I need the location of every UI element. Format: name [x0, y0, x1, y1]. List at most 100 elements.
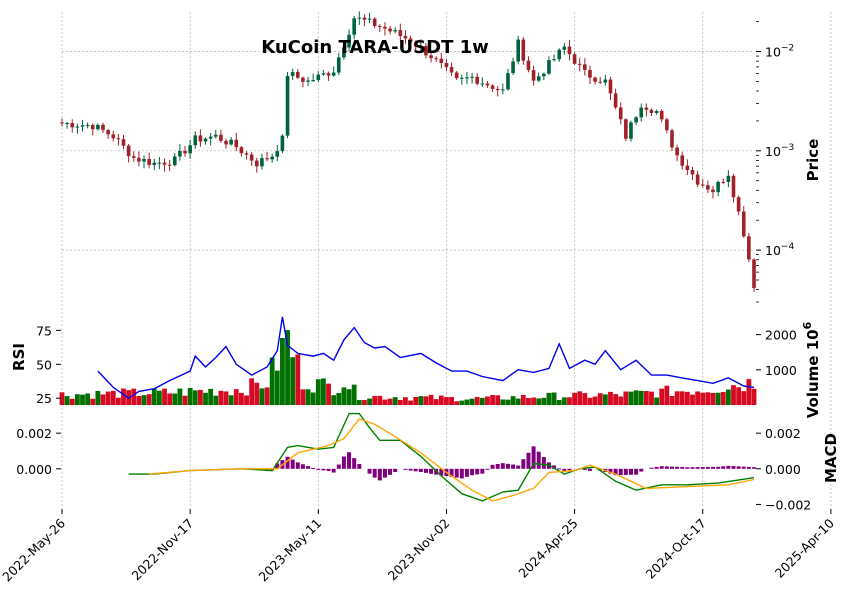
price-candle-body: [572, 54, 577, 64]
price-candle-body: [547, 60, 551, 74]
macd-histogram-bar: [413, 468, 418, 472]
price-candle-body: [219, 134, 223, 141]
price-candle-body: [598, 81, 603, 83]
price-candle-body: [111, 134, 116, 139]
macd-histogram-bar: [423, 468, 428, 473]
macd-histogram-bar: [500, 463, 505, 469]
price-candle-body: [434, 58, 438, 60]
price-candle-body: [552, 59, 556, 61]
macd-histogram-bar: [628, 468, 633, 475]
volume-bar: [295, 354, 301, 405]
price-candle-body: [618, 107, 623, 120]
price-candle-body: [137, 157, 141, 162]
volume-bar: [167, 393, 173, 405]
volume-bar: [541, 397, 547, 405]
macd-histogram-bar: [557, 468, 562, 470]
volume-bar: [356, 400, 362, 405]
macd-histogram-bar: [685, 467, 690, 469]
volume-bar: [623, 391, 629, 405]
volume-bar: [751, 388, 757, 405]
macd-histogram-bar: [475, 468, 480, 475]
volume-bar: [85, 393, 91, 405]
volume-bar: [100, 394, 106, 405]
macd-histogram-bar: [582, 468, 587, 470]
volume-bar: [64, 396, 70, 405]
price-candle-body: [367, 18, 372, 20]
price-candle-body: [526, 60, 531, 71]
macd-line: [128, 412, 755, 502]
volume-bar: [679, 391, 685, 405]
volume-tick-label: 1000: [765, 363, 797, 378]
price-candle-body: [326, 73, 331, 76]
volume-bar: [351, 384, 357, 405]
volume-bar: [90, 398, 96, 405]
volume-bar: [695, 391, 701, 405]
price-candle-body: [485, 83, 490, 86]
volume-bar: [572, 392, 577, 405]
volume-bar: [413, 397, 419, 405]
volume-bar: [674, 391, 680, 405]
macd-histogram-bar: [587, 468, 592, 471]
volume-bar: [362, 400, 367, 405]
macd-histogram-bar: [623, 468, 628, 475]
volume-axis-label: Volume 106: [801, 321, 822, 418]
price-candle-body: [501, 89, 505, 91]
volume-bar: [290, 357, 296, 405]
volume-bar: [638, 390, 644, 405]
volume-bar: [510, 396, 516, 405]
price-candle-body: [285, 75, 290, 136]
price-candle-body: [670, 130, 674, 148]
price-candle-body: [357, 17, 362, 19]
macd-histogram-bar: [634, 468, 639, 475]
volume-bar: [690, 394, 695, 405]
price-candle-body: [321, 73, 326, 75]
volume-bar: [495, 395, 501, 405]
volume-bar: [80, 394, 85, 405]
macd-signal-line: [149, 418, 755, 502]
price-tick-label: 10−3: [765, 143, 794, 159]
volume-bar: [561, 397, 567, 405]
macd-right-tick-label: 0.000: [765, 462, 801, 477]
volume-bar: [254, 382, 260, 405]
price-candle-body: [685, 165, 690, 170]
price-candle-body: [316, 74, 321, 81]
price-candle-body: [726, 175, 731, 182]
price-candle-body: [716, 181, 720, 193]
price-candle-body: [736, 197, 741, 212]
macd-histogram-bar: [705, 466, 710, 469]
macd-histogram-bar: [485, 468, 490, 470]
volume-bar: [444, 397, 449, 405]
macd-histogram-bar: [490, 464, 495, 469]
rsi-panel: [97, 316, 755, 400]
volume-bar: [274, 370, 280, 405]
price-candle-body: [213, 134, 218, 137]
macd-histogram-bar: [541, 457, 546, 469]
price-candle-body: [460, 77, 464, 79]
price-candle-body: [90, 125, 95, 130]
price-candle-body: [429, 55, 433, 59]
price-candle-body: [439, 58, 444, 63]
macd-histogram-bar: [480, 468, 485, 474]
price-candle-body: [665, 119, 669, 131]
macd-histogram-bar: [408, 468, 413, 471]
price-candle-body: [465, 77, 469, 79]
volume-bar: [664, 385, 670, 405]
price-candle-body: [270, 156, 274, 160]
price-candle-body: [393, 30, 397, 32]
volume-bar: [741, 391, 747, 405]
price-candle-body: [659, 110, 664, 120]
x-tick-label: 2022-Nov-17: [129, 516, 197, 584]
price-candle-body: [65, 122, 69, 124]
macd-histogram-bar: [511, 464, 516, 469]
price-candle-body: [347, 34, 351, 48]
price-candle-body: [85, 125, 90, 127]
volume-bar: [146, 394, 152, 405]
macd-histogram-bar: [459, 468, 464, 479]
volume-bar: [300, 389, 306, 405]
macd-histogram-bar: [388, 468, 393, 475]
price-candle-body: [188, 145, 192, 154]
macd-histogram-bar: [536, 451, 541, 469]
axes-layer: 10−2 10−3 10−4 Price 1000 2000 Volume 106 25 50 7…: [0, 21, 840, 584]
price-candle-body: [126, 145, 131, 157]
macd-histogram-bar: [464, 468, 469, 477]
